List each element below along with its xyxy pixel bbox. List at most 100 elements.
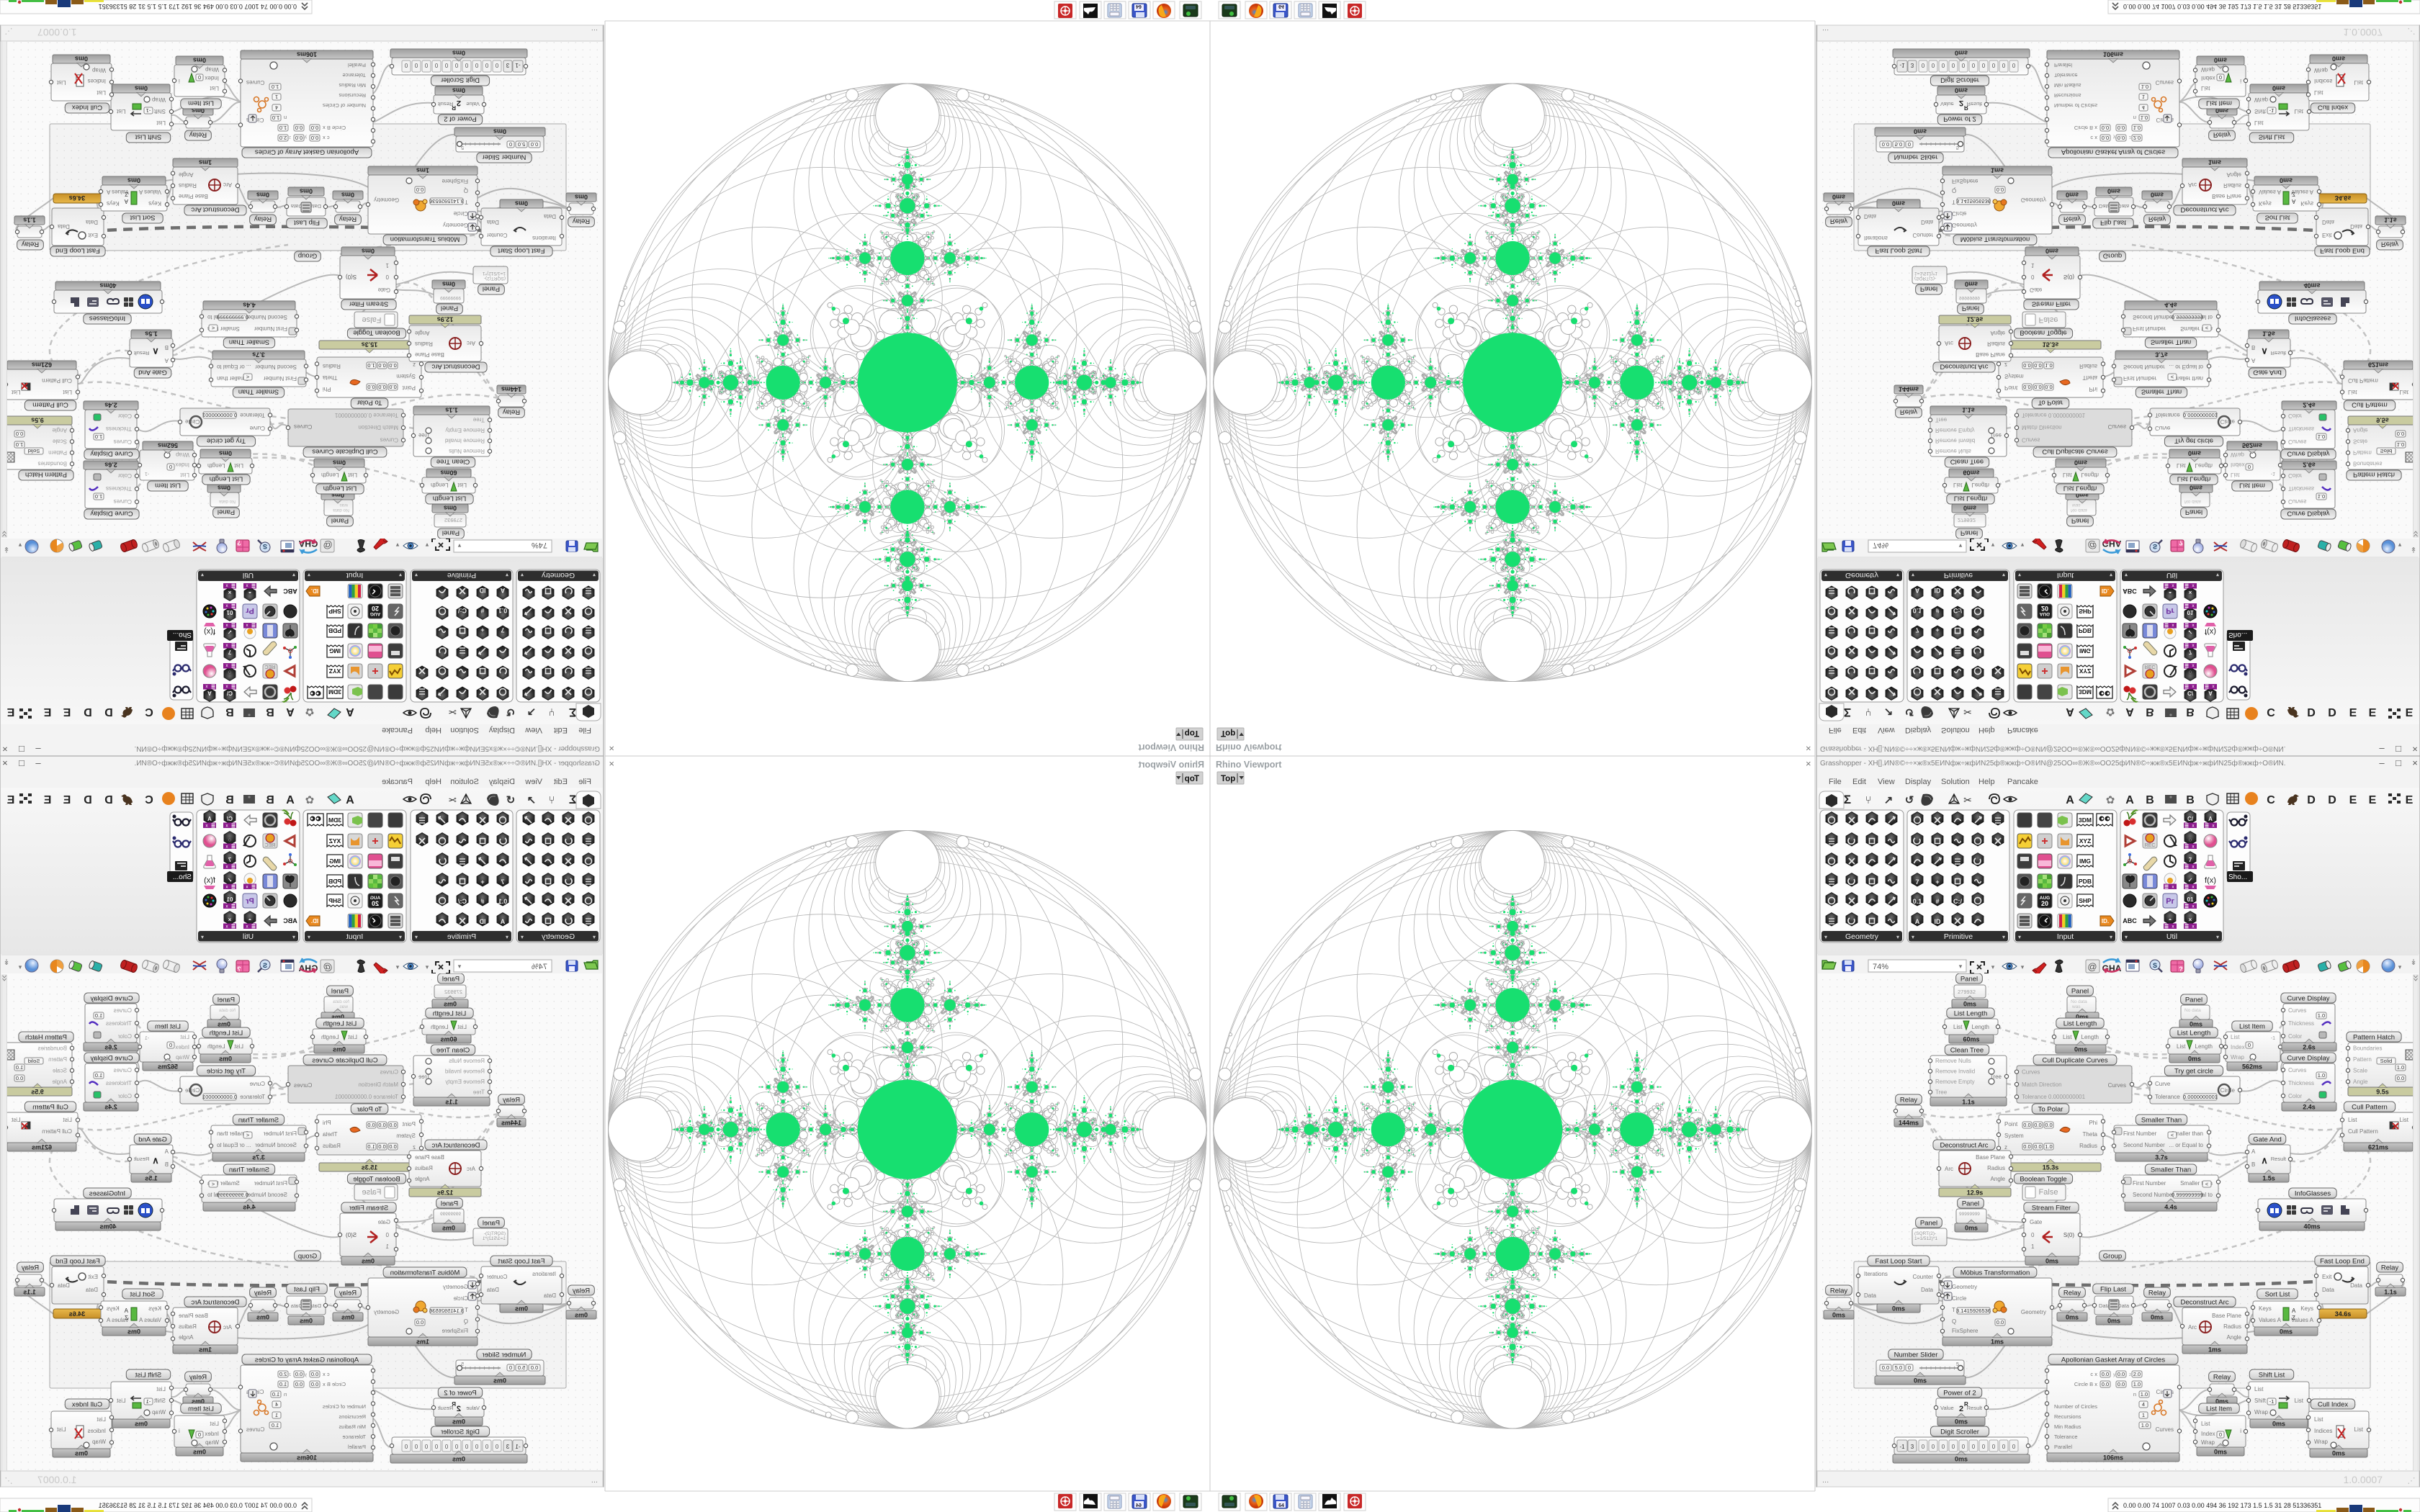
svg-text:Second Number: Second Number (2133, 1192, 2174, 1198)
svg-text:Primitive: Primitive (1944, 932, 1973, 941)
svg-text:0.0: 0.0 (2102, 1371, 2109, 1377)
svg-text:Panel: Panel (1960, 976, 1978, 984)
svg-text:E: E (2369, 794, 2377, 806)
svg-text:@: @ (2087, 961, 2097, 972)
svg-text:z: z (2004, 1144, 2007, 1151)
svg-text:▾: ▾ (2216, 934, 2219, 940)
svg-text:20: 20 (2041, 900, 2048, 907)
svg-text:2.6s: 2.6s (2303, 1044, 2316, 1051)
svg-text:A: A (1915, 918, 1920, 925)
svg-text:562ms: 562ms (2242, 1063, 2262, 1071)
svg-text:List: List (2201, 1421, 2210, 1427)
svg-text:0.0000000001: 0.0000000001 (2183, 1094, 2218, 1100)
svg-text:Cull Index: Cull Index (2318, 1401, 2348, 1409)
svg-text:Clean Tree: Clean Tree (1950, 1047, 1984, 1055)
svg-text:To Polar: To Polar (2038, 1106, 2063, 1114)
svg-text:Fast Loop Start: Fast Loop Start (1876, 1258, 1922, 1266)
svg-text:FixSphere: FixSphere (1952, 1328, 1978, 1334)
svg-text:REC: REC (2145, 843, 2156, 848)
svg-text:0.999999999: 0.999999999 (2172, 1192, 2203, 1198)
svg-text:0.0: 0.0 (1882, 1364, 1889, 1371)
svg-text:0: 0 (1962, 1444, 1966, 1450)
svg-text:∧: ∧ (2261, 1155, 2268, 1166)
svg-text:Geometry: Geometry (1952, 1284, 1977, 1290)
svg-text:ID.: ID. (2102, 918, 2109, 924)
svg-text:106ms: 106ms (2103, 1454, 2123, 1462)
svg-text:Index: Index (2231, 1044, 2245, 1050)
svg-text:Value: Value (1940, 1405, 1954, 1411)
svg-text:Relay: Relay (2381, 1264, 2399, 1272)
svg-text:▾: ▾ (1991, 963, 1995, 971)
svg-text:0: 0 (1932, 1444, 1935, 1450)
svg-text:Base Plane: Base Plane (2212, 1313, 2241, 1319)
svg-text:Iterations: Iterations (1864, 1271, 1888, 1277)
svg-text:0.0: 0.0 (2397, 1075, 2404, 1081)
svg-text:0ms: 0ms (2188, 1056, 2201, 1063)
svg-text:Remove Empty: Remove Empty (1935, 1079, 1975, 1085)
svg-text:▾: ▾ (1959, 963, 1963, 970)
svg-text:List Length: List Length (2063, 1020, 2097, 1028)
svg-text:Values A: Values A (2259, 1317, 2282, 1323)
svg-text:Thickness: Thickness (2288, 1020, 2314, 1027)
svg-text:SHP: SHP (2079, 897, 2092, 904)
svg-text:Index: Index (2201, 1431, 2215, 1437)
svg-text:No data: No data (2071, 999, 2087, 1004)
svg-text:C/: C/ (2187, 816, 2194, 822)
svg-text:0ms: 0ms (2074, 1046, 2087, 1053)
svg-text:Recursions: Recursions (2054, 1413, 2081, 1420)
svg-text:Gate: Gate (2030, 1219, 2043, 1225)
svg-text:No data: No data (2184, 1008, 2201, 1013)
svg-text:Min Radius: Min Radius (2054, 1423, 2081, 1430)
svg-text:3.1415926536: 3.1415926536 (1956, 1308, 1991, 1314)
svg-text:Counter: Counter (1913, 1274, 1934, 1280)
svg-text:...: ... (1822, 1476, 1829, 1485)
svg-text:Relay: Relay (1900, 1097, 1918, 1104)
svg-text:List: List (2348, 1117, 2357, 1123)
svg-text:Tolerance 0.0000000001: Tolerance 0.0000000001 (2022, 1094, 2086, 1100)
svg-text:Input: Input (2057, 932, 2074, 941)
svg-text:Q: Q (1952, 1318, 1956, 1325)
svg-text:List: List (2177, 1043, 2186, 1050)
svg-text:2.4s: 2.4s (2303, 1104, 2316, 1111)
svg-text:Remove Invalid: Remove Invalid (1935, 1068, 1975, 1075)
svg-text:Shift: Shift (2254, 1398, 2267, 1404)
svg-text:Smaller Than: Smaller Than (2141, 1117, 2182, 1125)
svg-text:B: B (2251, 1161, 2255, 1168)
svg-text:Relay: Relay (1830, 1287, 1848, 1295)
svg-text:Boundaries: Boundaries (2353, 1045, 2382, 1052)
svg-text:↗: ↗ (1884, 794, 1894, 806)
svg-text:Angle: Angle (1991, 1176, 2006, 1182)
svg-text:0ms: 0ms (1914, 1377, 1927, 1385)
svg-text:0.0: 0.0 (2023, 1122, 2030, 1128)
svg-text:(SQRT(2)-: (SQRT(2)- (1914, 1231, 1936, 1236)
svg-text:Curves: Curves (2288, 1067, 2306, 1074)
svg-text:Data: Data (2350, 1282, 2362, 1289)
svg-text:0ms: 0ms (2190, 1021, 2202, 1028)
svg-text:Pr: Pr (2166, 897, 2174, 906)
svg-text:0: 0 (2248, 1042, 2251, 1048)
svg-text:–: – (2379, 757, 2385, 768)
svg-text:Keys: Keys (2300, 1305, 2313, 1312)
svg-text:Curves: Curves (2288, 1007, 2306, 1014)
svg-text:◌: ◌ (2189, 837, 2192, 843)
svg-text:Edit: Edit (1852, 778, 1866, 786)
svg-text:0.0: 0.0 (2034, 1122, 2041, 1128)
svg-text:Indices: Indices (2314, 1428, 2332, 1434)
svg-text:Smaller Than: Smaller Than (2151, 1166, 2191, 1174)
svg-text:2.0: 2.0 (2133, 1371, 2141, 1377)
svg-text:▾: ▾ (2398, 963, 2402, 971)
svg-text:Base Plane: Base Plane (1976, 1154, 2005, 1161)
svg-text:Deconstruct Arc: Deconstruct Arc (1940, 1142, 1988, 1150)
svg-text:Pattern: Pattern (2353, 1056, 2372, 1063)
svg-text:Group: Group (2103, 1253, 2122, 1261)
svg-text:f(x): f(x) (2205, 876, 2216, 885)
svg-text:1.1s: 1.1s (2384, 1289, 2397, 1296)
svg-text:Tolerance: Tolerance (2155, 1094, 2180, 1100)
svg-text:60ms: 60ms (1963, 1036, 1979, 1043)
svg-text:A: A (2125, 794, 2134, 806)
svg-text:C:/: C:/ (1953, 898, 1962, 905)
svg-text:Panel: Panel (1962, 1200, 1979, 1208)
svg-text:✓: ✓ (2188, 877, 2193, 883)
svg-text:XYZ: XYZ (2079, 837, 2092, 845)
svg-text:5.0: 5.0 (1895, 1364, 1902, 1371)
